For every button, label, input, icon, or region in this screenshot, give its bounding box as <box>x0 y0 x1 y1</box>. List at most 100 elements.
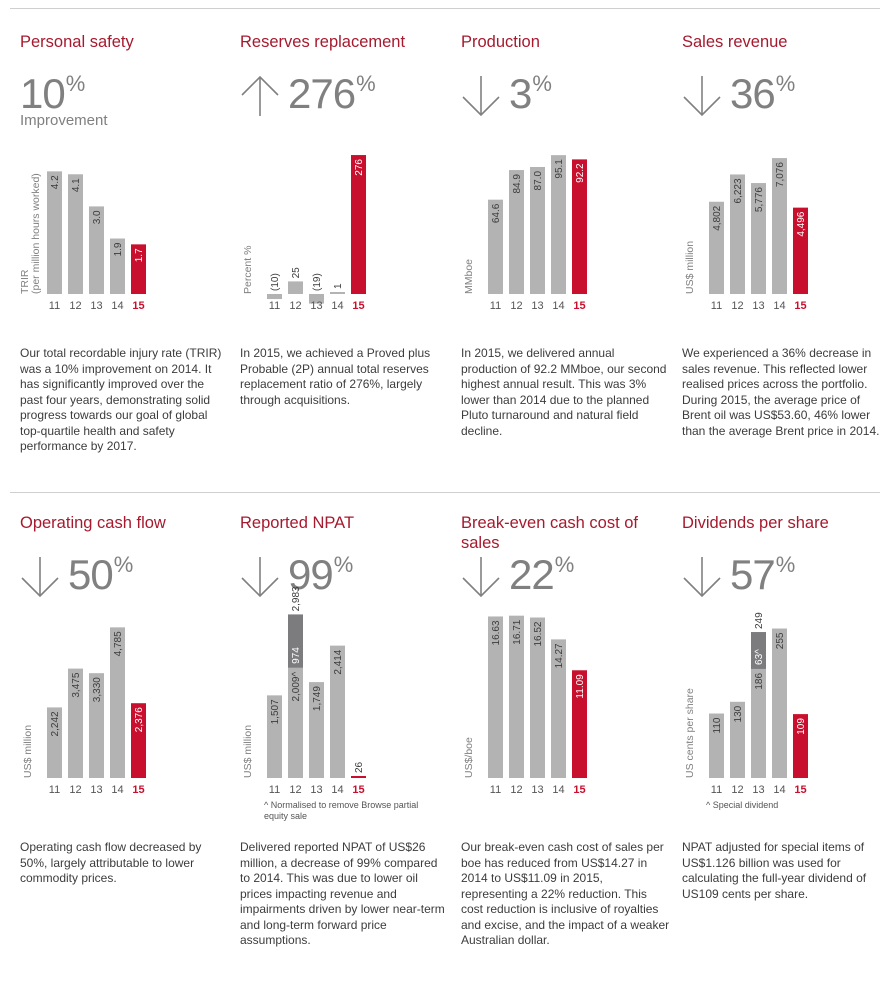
y-axis-label: US$/boe <box>463 737 475 778</box>
chart-data-label: 84.9 <box>512 174 523 194</box>
chart-data-label: 4,802 <box>712 205 723 230</box>
chart-bar <box>131 703 146 778</box>
chart-data-label: 16.63 <box>491 620 502 645</box>
chart-data-label: 255 <box>775 632 786 649</box>
chart-bar <box>309 294 324 304</box>
top-divider <box>10 8 880 9</box>
x-tick-label: 13 <box>90 300 102 312</box>
chart-data-label: 3,330 <box>92 677 103 702</box>
x-tick-label: 11 <box>49 300 60 312</box>
kpi-panel: Sales revenue 36% US$ million 4,802 11 6,223 1… <box>682 32 881 502</box>
bar-chart: US$/boe 16.63 11 16.71 12 16.52 13 14.27 14 11.09… <box>463 615 587 796</box>
kpi-panel: Reported NPAT 99% US$ million 1,507 11 974 2,9… <box>240 513 450 983</box>
arrow-down-icon <box>462 76 500 117</box>
chart-bar <box>709 713 724 778</box>
kpi-percent-symbol: % <box>532 71 552 96</box>
chart-bar <box>267 695 282 778</box>
x-tick-label: 11 <box>269 784 280 796</box>
chart-bar <box>89 206 104 294</box>
kpi-headline: 276% <box>240 72 376 118</box>
chart-data-label: (10) <box>270 273 281 291</box>
chart-bar <box>68 174 83 294</box>
chart-bar <box>730 174 745 294</box>
x-tick-label: 15 <box>352 300 364 312</box>
kpi-headline: 3% <box>461 72 552 118</box>
x-tick-label: 11 <box>269 300 280 312</box>
kpi-description: In 2015, we delivered annual production … <box>461 346 667 438</box>
x-tick-label: 12 <box>510 300 522 312</box>
kpi-percent-value: 36 <box>730 70 776 117</box>
kpi-percent-value: 3 <box>509 70 532 117</box>
chart-bar <box>89 673 104 778</box>
y-axis-label: Percent % <box>242 246 254 294</box>
chart-bar <box>110 627 125 778</box>
arrow-up-icon <box>241 75 279 116</box>
chart-bar <box>530 617 545 778</box>
x-tick-label: 12 <box>731 300 743 312</box>
chart-bar <box>509 170 524 294</box>
bar-chart: Percent % (10) 11 25 12 (19) 13 1 14 276 15 <box>242 155 366 312</box>
chart-data-label: (19) <box>312 273 323 291</box>
kpi-description: Our total recordable injury rate (TRIR) … <box>20 346 222 453</box>
x-tick-label: 14 <box>111 784 123 796</box>
x-tick-label: 15 <box>132 300 144 312</box>
chart-data-label: 130 <box>733 705 744 722</box>
x-tick-label: 15 <box>573 300 585 312</box>
chart-data-label: 2,009^ <box>291 672 302 702</box>
chart-data-label: 95.1 <box>554 159 565 179</box>
chart-data-label: 2,242 <box>50 711 61 736</box>
chart-data-label: 1.9 <box>113 242 124 256</box>
chart-bar <box>351 776 366 778</box>
chart-bar <box>709 201 724 294</box>
kpi-title: Operating cash flow <box>20 514 166 532</box>
kpi-title: Break-even cash cost of sales <box>461 514 639 552</box>
arrow-down-icon <box>241 557 279 598</box>
chart-data-label: 64.6 <box>491 203 502 223</box>
kpi-percent-symbol: % <box>356 71 376 96</box>
kpi-percent-symbol: % <box>775 552 796 577</box>
chart-bar <box>131 244 146 294</box>
chart-data-label: 3.0 <box>92 210 103 224</box>
kpi-panel: Operating cash flow 50% US$ million 2,242 11… <box>20 513 230 983</box>
kpi-description: Operating cash flow decreased by 50%, la… <box>20 840 202 885</box>
chart-bar <box>793 207 808 294</box>
kpi-headline: 10% <box>20 72 85 116</box>
chart-data-label: 4,496 <box>796 211 807 236</box>
x-tick-label: 14 <box>111 300 123 312</box>
chart-bar <box>772 158 787 294</box>
kpi-percent-symbol: % <box>65 71 86 96</box>
chart-bar <box>488 616 503 778</box>
x-tick-label: 11 <box>711 300 722 312</box>
chart-data-label: 110 <box>712 717 723 733</box>
chart-data-label: 6,223 <box>733 178 744 203</box>
kpi-percent-value: 99 <box>288 551 334 598</box>
kpi-description: NPAT adjusted for special items of US$1.… <box>682 840 867 901</box>
x-tick-label: 14 <box>331 300 343 312</box>
chart-data-label: 16.71 <box>512 619 523 644</box>
chart-data-label: 109 <box>796 718 807 735</box>
x-tick-label: 13 <box>531 300 543 312</box>
kpi-percent-value: 22 <box>509 551 555 598</box>
chart-data-label: 1.7 <box>134 248 145 262</box>
x-tick-label: 15 <box>132 784 144 796</box>
kpi-headline: 57% <box>682 553 795 599</box>
chart-data-label: 1,749 <box>312 686 323 711</box>
chart-data-label: 14.27 <box>554 643 565 668</box>
chart-data-label: 276 <box>354 159 365 176</box>
kpi-subhead: Improvement <box>20 112 108 129</box>
kpi-percent-value: 50 <box>68 551 114 598</box>
bar-chart: MMboe 64.6 11 84.9 12 87.0 13 95.1 14 92.2 15 <box>463 155 587 312</box>
x-tick-label: 12 <box>69 300 81 312</box>
x-tick-label: 13 <box>752 300 764 312</box>
chart-data-label: 16.52 <box>533 621 544 646</box>
chart-data-label: 1,507 <box>270 699 281 724</box>
chart-data-label: 26 <box>354 761 365 773</box>
x-tick-label: 11 <box>490 300 501 312</box>
kpi-panel: Personal safety 10% Improvement TRIR(per mi… <box>19 32 230 502</box>
kpi-headline: 22% <box>461 553 574 599</box>
chart-total-label: 249 <box>754 612 765 629</box>
chart-data-label: 5,776 <box>754 187 765 212</box>
bar-chart: TRIR(per million hours worked) 4.2 11 4.1 12… <box>19 171 146 312</box>
x-tick-label: 15 <box>573 784 585 796</box>
chart-bar <box>751 668 766 778</box>
